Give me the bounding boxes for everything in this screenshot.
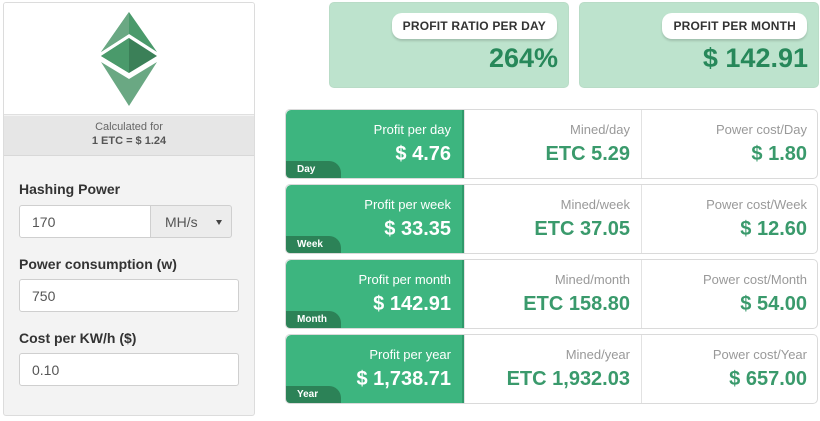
hashing-power-input[interactable]: 170 <box>19 205 151 238</box>
profit-ratio-label: PROFIT RATIO PER DAY <box>391 13 557 39</box>
mined-value: ETC 158.80 <box>523 293 630 315</box>
hashing-unit-select[interactable]: MH/s <box>150 205 232 238</box>
power-consumption-input[interactable]: 750 <box>19 279 239 312</box>
power-consumption-label: Power consumption (w) <box>19 256 177 272</box>
profit-ratio-value: 264% <box>488 43 558 73</box>
power-cost-cell: Power cost/Week $ 12.60 <box>641 185 817 253</box>
profit-month-label: PROFIT PER MONTH <box>662 13 807 39</box>
result-row-week: Profit per week $ 33.35 Week Mined/week … <box>285 184 818 254</box>
caret-down-icon <box>216 220 222 225</box>
power-cost-value: $ 657.00 <box>729 368 807 390</box>
power-cost-label: Power cost/Year <box>712 347 807 362</box>
period-tab: Week <box>286 236 341 253</box>
profit-month-value: $ 142.91 <box>702 43 808 73</box>
power-cost-cell: Power cost/Year $ 657.00 <box>641 335 817 403</box>
calculated-for-label: Calculated for <box>95 121 163 133</box>
profit-label: Profit per year <box>369 347 451 362</box>
profit-cell: Profit per year $ 1,738.71 Year <box>286 335 464 403</box>
profit-cell: Profit per month $ 142.91 Month <box>286 260 464 328</box>
result-row-month: Profit per month $ 142.91 Month Mined/mo… <box>285 259 818 329</box>
logo-area <box>4 3 254 115</box>
profit-label: Profit per week <box>364 197 451 212</box>
result-row-day: Profit per day $ 4.76 Day Mined/day ETC … <box>285 109 818 179</box>
mined-cell: Mined/month ETC 158.80 <box>464 260 641 328</box>
mined-label: Mined/year <box>565 347 630 362</box>
period-tab: Day <box>286 161 341 178</box>
exchange-rate-info: Calculated for 1 ETC = $ 1.24 <box>4 116 254 156</box>
profit-cell: Profit per week $ 33.35 Week <box>286 185 464 253</box>
profit-cell: Profit per day $ 4.76 Day <box>286 110 464 178</box>
profit-value: $ 4.76 <box>395 143 451 165</box>
power-cost-cell: Power cost/Month $ 54.00 <box>641 260 817 328</box>
mined-value: ETC 5.29 <box>545 143 630 165</box>
profit-value: $ 1,738.71 <box>356 368 451 390</box>
profit-ratio-card: PROFIT RATIO PER DAY 264% <box>329 2 569 88</box>
mined-label: Mined/week <box>560 197 630 212</box>
cost-per-kwh-label: Cost per KW/h ($) <box>19 330 137 346</box>
profit-month-card: PROFIT PER MONTH $ 142.91 <box>579 2 819 88</box>
period-tab: Month <box>286 311 341 328</box>
power-cost-value: $ 54.00 <box>740 293 807 315</box>
hashing-power-label: Hashing Power <box>19 181 121 197</box>
power-cost-label: Power cost/Week <box>706 197 807 212</box>
power-cost-value: $ 1.80 <box>751 143 807 165</box>
settings-panel: Calculated for 1 ETC = $ 1.24 Hashing Po… <box>3 2 255 416</box>
ethereum-classic-logo-icon <box>101 11 157 106</box>
profit-label: Profit per day <box>373 122 451 137</box>
mined-cell: Mined/day ETC 5.29 <box>464 110 641 178</box>
profit-label: Profit per month <box>358 272 452 287</box>
mined-cell: Mined/week ETC 37.05 <box>464 185 641 253</box>
hashing-unit-value: MH/s <box>165 214 198 230</box>
mined-label: Mined/day <box>570 122 630 137</box>
result-row-year: Profit per year $ 1,738.71 Year Mined/ye… <box>285 334 818 404</box>
power-cost-cell: Power cost/Day $ 1.80 <box>641 110 817 178</box>
power-cost-label: Power cost/Month <box>702 272 807 287</box>
cost-per-kwh-input[interactable]: 0.10 <box>19 353 239 386</box>
power-cost-label: Power cost/Day <box>715 122 807 137</box>
power-cost-value: $ 12.60 <box>740 218 807 240</box>
profit-value: $ 33.35 <box>384 218 451 240</box>
mined-cell: Mined/year ETC 1,932.03 <box>464 335 641 403</box>
exchange-rate-value: 1 ETC = $ 1.24 <box>91 135 167 147</box>
mined-value: ETC 37.05 <box>534 218 630 240</box>
mined-label: Mined/month <box>554 272 630 287</box>
profit-value: $ 142.91 <box>373 293 451 315</box>
period-tab: Year <box>286 386 341 403</box>
mined-value: ETC 1,932.03 <box>506 368 630 390</box>
